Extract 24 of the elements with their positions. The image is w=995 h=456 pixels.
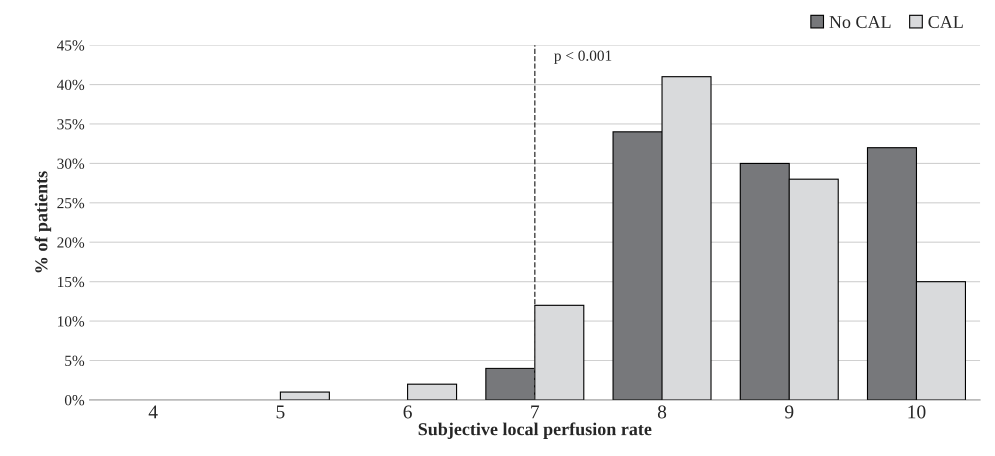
y-tick-label: 45% bbox=[56, 40, 84, 51]
x-tick-label: 9 bbox=[785, 405, 794, 418]
x-tick-label: 7 bbox=[531, 406, 540, 418]
y-tick-label: 20% bbox=[57, 237, 84, 248]
legend-label: CAL bbox=[928, 16, 963, 28]
x-tick-label: 4 bbox=[148, 405, 158, 418]
bar bbox=[280, 391, 330, 400]
x-tick-label: 5 bbox=[276, 406, 284, 418]
y-tick-label: 25% bbox=[57, 198, 84, 208]
y-tick-label: 30% bbox=[57, 158, 84, 169]
x-axis-title: Subjective local perfusion rate bbox=[418, 422, 652, 439]
x-tick-label: 8 bbox=[658, 405, 666, 418]
y-tick-label: 0% bbox=[64, 395, 84, 406]
x-tick-label: 6 bbox=[404, 405, 412, 418]
y-tick-label: 15% bbox=[58, 276, 84, 288]
x-tick-label: 10 bbox=[908, 405, 926, 418]
legend-label: No CAL bbox=[829, 16, 891, 28]
y-tick-label: 10% bbox=[58, 316, 84, 327]
y-tick-label: 35% bbox=[57, 119, 84, 130]
y-tick-label: 40% bbox=[56, 80, 84, 90]
bar bbox=[407, 384, 458, 400]
annotation: p < 0.001 bbox=[554, 50, 612, 64]
y-tick-label: 5% bbox=[65, 356, 84, 366]
y-axis-title: % of patients bbox=[34, 171, 52, 272]
